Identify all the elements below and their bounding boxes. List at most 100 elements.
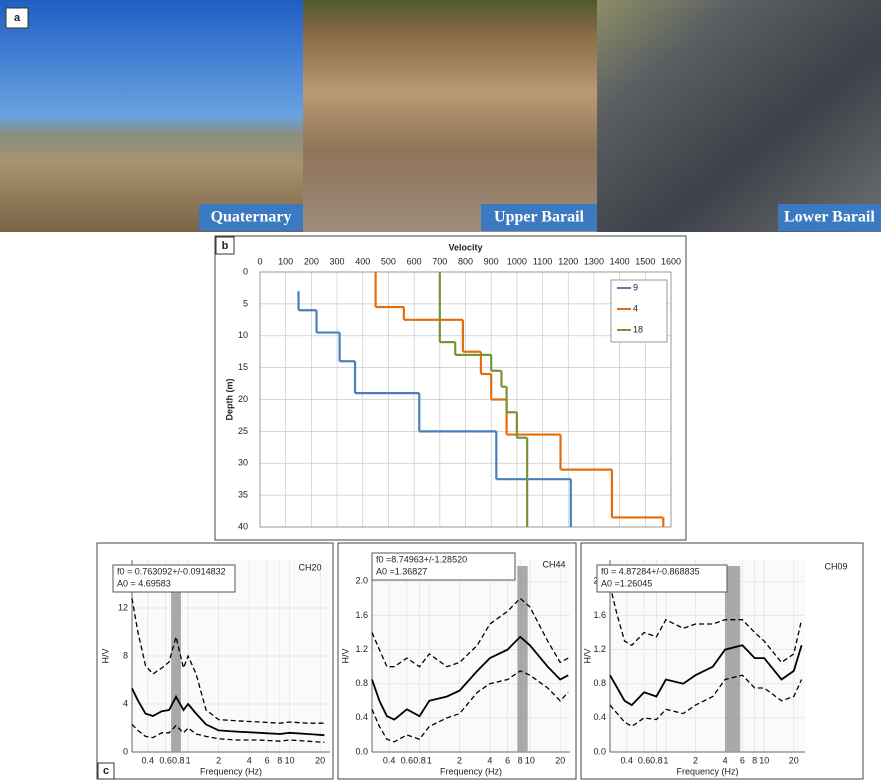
chart-title: CH20 xyxy=(298,562,321,572)
y-tick-label: 0.0 xyxy=(593,746,606,756)
chart-title: CH09 xyxy=(824,561,847,571)
x-tick-label: 900 xyxy=(484,256,499,266)
x-tick-label: 20 xyxy=(315,755,325,765)
page: {"panel_labels": ["a", "b", "c"], "photo… xyxy=(0,0,881,780)
x-axis-title: Frequency (Hz) xyxy=(200,766,262,776)
annotation: f0 = 4.87284+/-0.868835 xyxy=(601,566,700,576)
y-tick-label: 10 xyxy=(238,330,248,340)
x-tick-label: 4 xyxy=(723,755,728,765)
y-tick-label: 1.2 xyxy=(355,644,368,654)
y-tick-label: 35 xyxy=(238,490,248,500)
f0-band xyxy=(171,566,181,752)
y-tick-label: 12 xyxy=(118,602,128,612)
x-tick-label: 10 xyxy=(759,755,769,765)
x-tick-label: 1300 xyxy=(584,256,604,266)
x-tick-label: 0.4 xyxy=(383,755,396,765)
y-tick-label: 1.2 xyxy=(593,644,606,654)
y-axis-title: H/V xyxy=(340,648,350,663)
y-axis-title: H/V xyxy=(582,648,592,663)
photo-caption: Quaternary xyxy=(211,209,292,226)
y-axis-title: H/V xyxy=(100,648,110,663)
x-tick-label: 1 xyxy=(663,755,668,765)
x-tick-label: 300 xyxy=(330,256,345,266)
photo-lower-barail xyxy=(597,0,881,232)
x-tick-label: 0.4 xyxy=(621,755,634,765)
photo-upper-barail xyxy=(303,0,597,232)
y-tick-label: 2.0 xyxy=(355,576,368,586)
figure: a Quaternary Upper Barail Lower Barail b… xyxy=(0,0,881,780)
y-tick-label: 25 xyxy=(238,426,248,436)
y-tick-label: 30 xyxy=(238,458,248,468)
panel-label: b xyxy=(222,240,229,252)
x-tick-label: 2 xyxy=(693,755,698,765)
x-tick-label: 6 xyxy=(265,755,270,765)
f0-band xyxy=(517,566,527,752)
y-tick-label: 0.4 xyxy=(593,712,606,722)
x-tick-label: 0 xyxy=(257,256,262,266)
photo-quaternary xyxy=(0,0,303,232)
y-tick-label: 5 xyxy=(243,298,248,308)
y-tick-label: 0 xyxy=(243,266,248,276)
x-tick-label: 1200 xyxy=(558,256,578,266)
y-tick-label: 1.6 xyxy=(593,610,606,620)
y-tick-label: 15 xyxy=(238,362,248,372)
x-tick-label: 800 xyxy=(458,256,473,266)
y-tick-label: 40 xyxy=(238,521,248,531)
x-tick-label: 1100 xyxy=(533,256,552,266)
x-tick-label: 0.6 xyxy=(401,755,414,765)
photo-caption: Upper Barail xyxy=(494,209,584,226)
x-tick-label: 0.8 xyxy=(172,755,185,765)
x-tick-label: 0.8 xyxy=(413,755,426,765)
x-tick-label: 20 xyxy=(789,755,799,765)
y-tick-label: 0.8 xyxy=(355,678,368,688)
x-tick-label: 700 xyxy=(432,256,447,266)
y-tick-label: 0.8 xyxy=(593,678,606,688)
x-tick-label: 0.8 xyxy=(650,755,663,765)
x-tick-label: 400 xyxy=(355,256,370,266)
x-tick-label: 1 xyxy=(186,755,191,765)
x-tick-label: 1500 xyxy=(635,256,655,266)
y-tick-label: 4 xyxy=(123,698,128,708)
x-tick-label: 8 xyxy=(277,755,282,765)
x-tick-label: 0.6 xyxy=(638,755,651,765)
legend-label: 4 xyxy=(633,303,638,313)
x-tick-label: 2 xyxy=(216,755,221,765)
y-tick-label: 20 xyxy=(238,394,248,404)
x-tick-label: 1000 xyxy=(507,256,527,266)
x-tick-label: 6 xyxy=(740,755,745,765)
chart-title: CH44 xyxy=(542,559,565,569)
x-tick-label: 1 xyxy=(427,755,432,765)
annotation: A0 =1.26045 xyxy=(601,578,652,588)
x-tick-label: 4 xyxy=(487,755,492,765)
y-tick-label: 0 xyxy=(123,746,128,756)
x-tick-label: 4 xyxy=(247,755,252,765)
x-tick-label: 10 xyxy=(285,755,295,765)
legend-label: 18 xyxy=(633,324,643,334)
x-tick-label: 10 xyxy=(525,755,535,765)
annotation: f0 =8.74963+/-1.28520 xyxy=(376,554,467,564)
x-axis-title: Velocity xyxy=(448,242,482,252)
x-axis-title: Frequency (Hz) xyxy=(440,766,502,776)
x-tick-label: 1400 xyxy=(610,256,630,266)
plot-area xyxy=(372,560,570,752)
y-tick-label: 8 xyxy=(123,650,128,660)
panel-label: c xyxy=(103,765,109,777)
x-tick-label: 500 xyxy=(381,256,396,266)
annotation: A0 =1.36827 xyxy=(376,566,427,576)
panel-label: a xyxy=(14,12,21,24)
annotation: A0 = 4.69583 xyxy=(117,578,171,588)
x-tick-label: 0.6 xyxy=(159,755,172,765)
legend-label: 9 xyxy=(633,282,638,292)
x-tick-label: 2 xyxy=(457,755,462,765)
x-tick-label: 200 xyxy=(304,256,319,266)
x-tick-label: 1600 xyxy=(661,256,681,266)
photo-caption: Lower Barail xyxy=(784,209,875,226)
x-tick-label: 6 xyxy=(505,755,510,765)
annotation: f0 = 0.763092+/-0.0914832 xyxy=(117,566,226,576)
y-tick-label: 0.0 xyxy=(355,746,368,756)
y-tick-label: 1.6 xyxy=(355,610,368,620)
x-tick-label: 600 xyxy=(407,256,422,266)
x-tick-label: 100 xyxy=(278,256,293,266)
x-tick-label: 8 xyxy=(518,755,523,765)
y-axis-title: Depth (m) xyxy=(224,379,234,421)
